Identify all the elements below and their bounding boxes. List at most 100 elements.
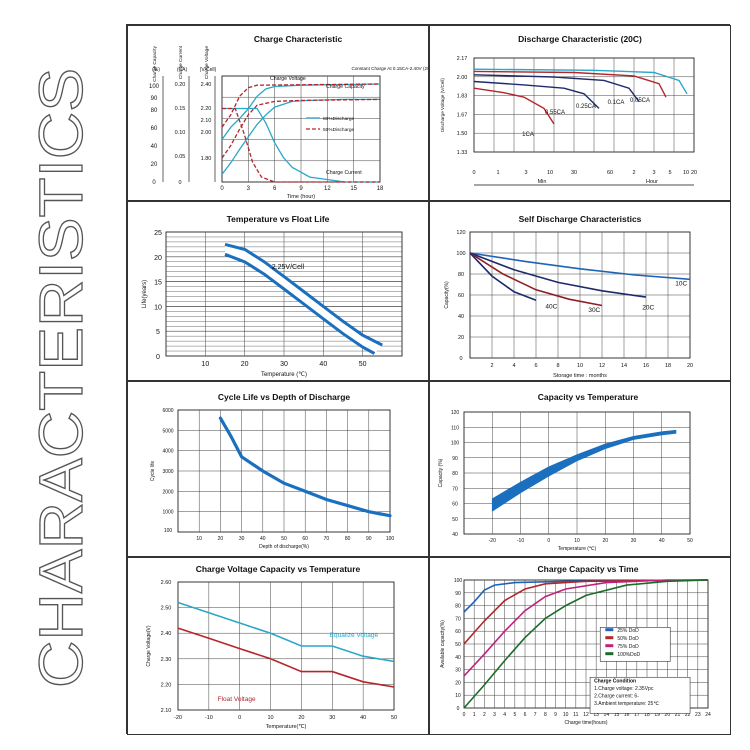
voltage-tick: 2.20 — [201, 106, 212, 112]
x-tick: 4 — [512, 363, 515, 369]
chart-charge-voltage-temperature: Charge Voltage Capacity vs Temperature 2.… — [127, 557, 429, 735]
legend-swatch — [605, 652, 614, 656]
x-tick: 20 — [687, 363, 693, 369]
x-tick: 50 — [281, 536, 287, 542]
x-tick: 23 — [695, 712, 701, 718]
y-tick: 60 — [458, 293, 464, 299]
y-tick: 20 — [455, 680, 461, 686]
voltage-tick: 2.40 — [201, 82, 212, 88]
x-tick: 3 — [247, 186, 251, 192]
x-tick: 50 — [687, 538, 693, 544]
series-label: 1CA — [522, 132, 534, 138]
y-axis-label: Capacity(%) — [444, 281, 450, 309]
series-label: 0.05CA — [630, 98, 650, 104]
current-tick: 0.15 — [175, 106, 186, 112]
y-tick: 100 — [456, 251, 465, 257]
note-line: 3.Ambient temperature: 25℃ — [594, 701, 659, 707]
x-tick: 18 — [377, 186, 384, 192]
chart-title: Charge Capacity vs Time — [538, 564, 639, 574]
chart-title: Capacity vs Temperature — [538, 392, 639, 402]
voltage-tick: 2.00 — [201, 130, 212, 136]
x-tick: 24 — [705, 712, 711, 718]
chart-title: Charge Characteristic — [254, 34, 343, 44]
x-axis-label: Depth of discharge(%) — [259, 544, 309, 550]
note-line: 2.Charge current: 6- — [594, 693, 639, 699]
x-tick: 3 — [493, 712, 496, 718]
x-tick: 70 — [324, 536, 330, 542]
y-tick: 20 — [458, 335, 464, 341]
capacity-tick: 90 — [151, 96, 158, 102]
x-tick: 14 — [604, 712, 610, 718]
series-line — [463, 579, 709, 709]
x-tick: 7 — [534, 712, 537, 718]
x-tick: -10 — [205, 715, 213, 721]
note-line: Charge Condition — [594, 678, 636, 684]
y-tick: 1.67 — [457, 112, 468, 118]
chart-charge-capacity-time: Charge Capacity vs Time 0 10 20 30 40 50 60 70 80… — [429, 557, 731, 735]
x-tick: 6 — [534, 363, 537, 369]
axis-header-current: Charge Current — [178, 45, 184, 79]
x-tick: 0 — [238, 715, 241, 721]
charts-grid: Charge Characteristic Constant Charge At … — [126, 24, 731, 735]
y-tick: 100 — [164, 528, 173, 534]
y-tick: 90 — [452, 456, 458, 462]
x-tick: 40 — [659, 538, 665, 544]
x-tick: 20 — [298, 715, 304, 721]
x-tick: 10 — [268, 715, 274, 721]
x-tick: 80 — [345, 536, 351, 542]
chart-title: Discharge Characteristic (20C) — [518, 34, 642, 44]
capacity-tick: 60 — [151, 126, 158, 132]
x-tick: 19 — [654, 712, 660, 718]
x-tick: 1 — [473, 712, 476, 718]
x-tick: 0 — [463, 712, 466, 718]
series-line — [473, 68, 688, 95]
y-tick: 2000 — [162, 489, 173, 495]
y-tick: 1.50 — [457, 131, 468, 137]
series-label: 10C — [675, 281, 687, 288]
y-tick: 40 — [452, 532, 458, 538]
axis-unit-capacity: (%) — [152, 67, 160, 73]
y-tick: 2.60 — [161, 580, 172, 586]
x-tick: 2 — [490, 363, 493, 369]
y-tick: 50 — [455, 642, 461, 648]
side-title: CHARACTERISTICS — [16, 40, 96, 700]
y-tick: 5 — [156, 329, 160, 336]
x-tick: -20 — [489, 538, 496, 544]
series-label: 20C — [642, 305, 654, 312]
chart-title: Self Discharge Characteristics — [519, 214, 642, 224]
x-tick: 100 — [386, 536, 395, 542]
series-label: 0.55CA — [545, 110, 565, 116]
series-line — [473, 80, 600, 109]
x-tick: 15 — [350, 186, 357, 192]
series-line — [473, 74, 640, 103]
voltage-tick: 2.10 — [201, 118, 212, 124]
y-tick: 90 — [455, 591, 461, 597]
y-tick: 0 — [156, 354, 160, 361]
x-tick: 8 — [544, 712, 547, 718]
y-tick: 1.83 — [457, 94, 468, 100]
annotation: 2.25V/Cell — [272, 264, 305, 271]
plot-frame — [473, 57, 695, 153]
y-axis-label: Life(years) — [142, 280, 148, 308]
y-tick: 5000 — [162, 428, 173, 434]
chart-charge-characteristic: Charge Characteristic Constant Charge At … — [127, 25, 429, 201]
y-axis-label: Charge Voltage(V) — [146, 625, 152, 666]
capacity-tick: 20 — [151, 162, 158, 168]
y-tick: 120 — [456, 230, 465, 236]
x-tick: 9 — [299, 186, 303, 192]
x-tick: 16 — [624, 712, 630, 718]
band-upper-line — [224, 242, 383, 347]
x-tick: 10 — [196, 536, 202, 542]
x-tick: 30 — [329, 715, 335, 721]
y-tick: 25 — [154, 230, 162, 237]
x-tick: 5 — [513, 712, 516, 718]
note-line: 1.Charge voltage: 2.35Vpc — [594, 686, 654, 692]
chart-title: Temperature vs Float Life — [227, 214, 330, 224]
x-tick: 60 — [302, 536, 308, 542]
series-line — [469, 252, 647, 298]
band-fill — [225, 244, 383, 354]
y-tick: 20 — [154, 255, 162, 262]
y-tick: 40 — [455, 655, 461, 661]
y-tick: 15 — [154, 280, 162, 287]
x-tick: 12 — [583, 712, 589, 718]
